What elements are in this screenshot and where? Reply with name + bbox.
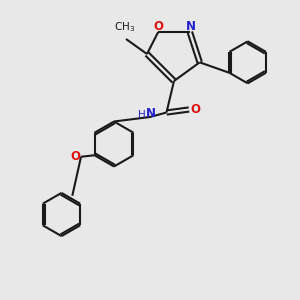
Text: O: O bbox=[190, 103, 200, 116]
Text: O: O bbox=[70, 150, 81, 163]
Text: N: N bbox=[146, 107, 156, 120]
Text: H: H bbox=[138, 110, 146, 120]
Text: N: N bbox=[186, 20, 197, 33]
Text: O: O bbox=[153, 20, 163, 33]
Text: CH$_3$: CH$_3$ bbox=[114, 21, 135, 34]
